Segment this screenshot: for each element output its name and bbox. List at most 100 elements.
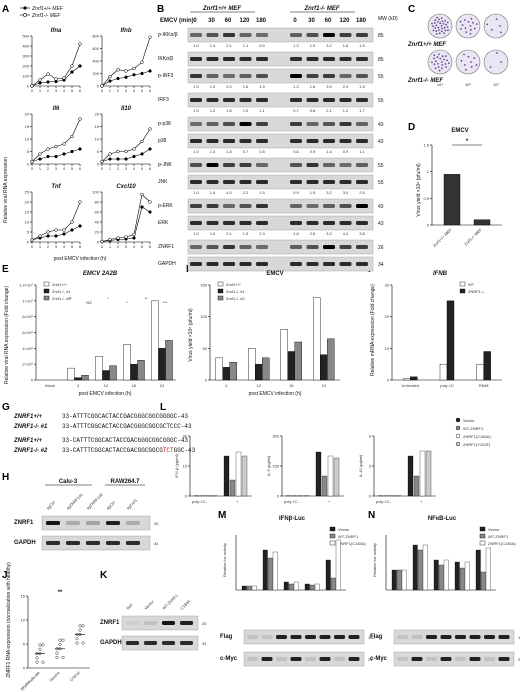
n-panel-bar [443, 559, 449, 591]
h-band [66, 541, 80, 545]
blot-band [239, 163, 252, 167]
panel-d-ylabel: Virus yield ×10⁶ (pfu/ml) [416, 163, 422, 217]
chart-a-2-ytick-label: 5 [27, 149, 30, 154]
series-point-ko [62, 228, 66, 232]
blot-band [190, 245, 202, 249]
plaque-well [455, 49, 481, 75]
chart-f-ytick-label: 50 [203, 346, 208, 351]
blot-band [206, 57, 219, 61]
n-panel-bar [454, 561, 460, 591]
blot-quant: 1.4 [326, 149, 332, 154]
series-point-wt [116, 76, 120, 81]
panel-label-g: G [2, 402, 10, 413]
blot-band [323, 245, 335, 249]
j-category: Mild/Moderate [19, 670, 41, 692]
panel-n: NFκB-Luc Vector WT-ZNRF1 ZNRF1(C184A) Relati… [370, 516, 520, 667]
m-panel-bar [314, 583, 320, 591]
series-point-wt [148, 147, 152, 151]
m-panel-band [276, 635, 287, 639]
blot-strip-bg [187, 27, 374, 43]
plaque-dot [464, 64, 466, 66]
plaque-dot [442, 22, 445, 25]
blot-band [306, 204, 319, 208]
series-point-wt [54, 234, 58, 238]
plaque-dot [443, 26, 446, 29]
blot-label-0: p-IKKα/β [158, 32, 178, 38]
blot-band [306, 122, 319, 126]
blot-band [256, 163, 268, 167]
m-panel-bar [246, 585, 252, 591]
l-bar [333, 457, 340, 497]
blot-mw: 34 [378, 262, 384, 268]
blot-label-1: IKKα/β [158, 56, 173, 62]
blot-time: 30 [308, 18, 315, 24]
m-panel-band [247, 657, 258, 661]
blot-strip-bg [187, 157, 374, 173]
m-panel-band [261, 635, 273, 639]
blot-band [290, 33, 302, 37]
chart-a-3-ytick-label: 5 [97, 149, 100, 154]
panel-label-l: L [160, 402, 166, 413]
blot-band [239, 98, 252, 102]
plaque-dot [500, 61, 503, 63]
chart-a-xtick-label: 4 [133, 244, 136, 249]
series-point-wt [54, 154, 58, 159]
series-point-ko [140, 60, 144, 64]
panel-i-chart: 0 10 20 30 Untreated poly I:C R848 WT ZNRF1-/- [385, 281, 502, 388]
series-point-ko [70, 220, 74, 224]
chart-f-ytick-label: 100 [200, 314, 207, 319]
seq-text: 33-CATTTCGGCACTACCGACGGCGGCGTCTGGC-43 [62, 447, 196, 454]
blot-time: 180 [356, 18, 367, 24]
chart-a-xtick-label: 0 [31, 244, 34, 249]
chart-f-bar [280, 329, 288, 381]
blot-band [239, 221, 252, 225]
series-point-ko [124, 235, 128, 239]
m-panel-blot-bg [243, 651, 365, 667]
blot-mw: 43 [378, 139, 384, 145]
j-point [35, 660, 39, 664]
blot-label-11: GAPDH [158, 261, 176, 267]
chart-e-ytick-label: 6×10⁶ [22, 330, 33, 335]
h-blots: sgCtrl sgZNRF1#1 sgZNRF1#2 sgCtrl sgZnrf1ZNR… [14, 491, 159, 551]
chart-i-category: R848 [479, 383, 489, 388]
h-lane-label: sgZNRF1#1 [65, 491, 84, 510]
legend-e-label: Znrf1-/- #2 [52, 296, 71, 301]
h-mw: 34 [154, 541, 159, 546]
series-line-ko [101, 128, 151, 162]
plaque-dot [436, 56, 439, 59]
m-panel-mw: 26 [368, 657, 373, 662]
l-legend-label: ZNRF1(Y103F) [463, 442, 491, 447]
l-bar [235, 451, 242, 497]
panel-d-title: EMCV [451, 128, 468, 134]
blot-band [339, 74, 352, 78]
blot-band [323, 262, 335, 266]
plaque-dot [444, 20, 446, 22]
series-point-ko [30, 84, 34, 88]
blot-p-p38: p-p38 43 [158, 116, 384, 132]
m-panel-band [305, 657, 316, 661]
chart-a-xtick-label: 3 [125, 88, 128, 93]
j-point [58, 642, 62, 646]
h-blot-label: ZNRF1 [14, 520, 34, 526]
h-lane-label: sgZnrf1 [125, 497, 139, 511]
plaque-dot [472, 21, 474, 24]
blot-quant: 1.6 [210, 231, 216, 236]
blot-quant: 1.0 [210, 84, 216, 89]
panel-i-title: IFNB [433, 271, 448, 277]
plaque-dot [438, 32, 441, 35]
blot-band [206, 245, 219, 249]
blot-band [206, 221, 219, 225]
chart-f-category: 12 [257, 383, 262, 388]
plaque-dot [470, 28, 472, 31]
blot-band [306, 221, 319, 225]
chart-i-ytick-label: 10 [385, 346, 390, 351]
j-category: Critical [69, 670, 81, 682]
h-band [66, 521, 80, 525]
series-point-ko [30, 159, 34, 164]
blot-band [223, 204, 235, 208]
blot-JNK: JNK 55 1.0 1.6 4.0 2.2 1.5 0.9 1.5 3.2 3.0 2.5 [158, 174, 384, 195]
legend-f-label: Znrf1+/+ [226, 282, 242, 287]
blot-band [290, 122, 302, 126]
m-panel-bar [293, 581, 299, 591]
